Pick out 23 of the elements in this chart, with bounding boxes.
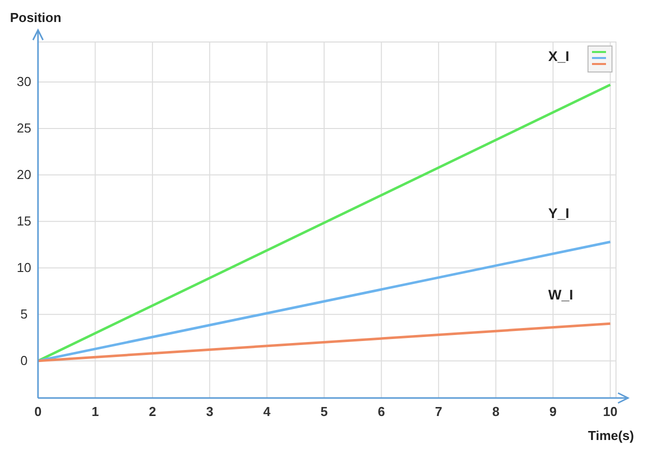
x-tick-label: 7 xyxy=(434,404,442,419)
x-tick-label: 3 xyxy=(206,404,214,419)
x-tick-label: 9 xyxy=(549,404,557,419)
y-tick-label: 30 xyxy=(16,74,32,89)
x-tick-label: 0 xyxy=(34,404,42,419)
series-label: W_I xyxy=(548,286,574,303)
x-tick-label: 5 xyxy=(320,404,328,419)
y-axis-title: Position xyxy=(10,10,62,25)
x-tick-label: 10 xyxy=(603,404,618,419)
x-tick-label: 6 xyxy=(378,404,385,419)
text: Y_I xyxy=(548,204,570,221)
y-tick-label: 25 xyxy=(16,120,32,136)
y-tick-label: 20 xyxy=(16,166,32,182)
x-tick-label: 8 xyxy=(492,404,500,419)
x-tick-label: 4 xyxy=(263,404,272,419)
y-tick-label: 5 xyxy=(20,306,28,322)
y-tick-label: 10 xyxy=(16,260,32,275)
x-axis-title: Time(s) xyxy=(588,428,634,443)
legend-label: X_I xyxy=(548,48,570,64)
y-tick-label: 0 xyxy=(20,352,28,368)
x-tick-label: 2 xyxy=(148,404,156,419)
y-tick-label: 15 xyxy=(16,213,32,228)
x-tick-label: 1 xyxy=(92,404,99,419)
